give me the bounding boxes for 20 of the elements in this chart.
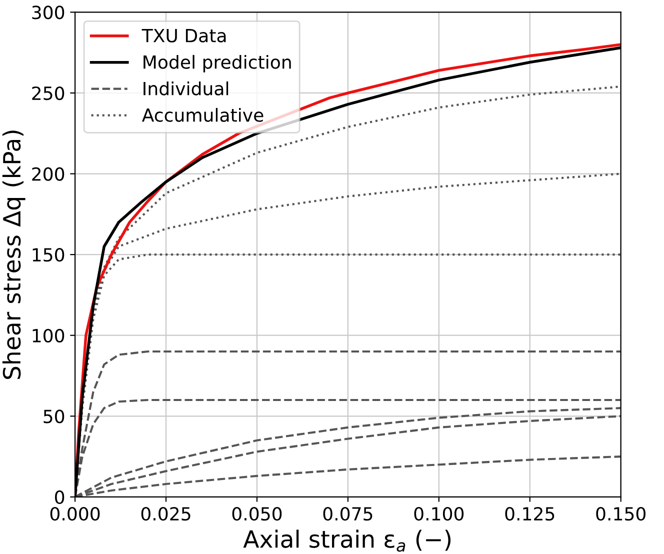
y-tick-label: 150 [32,248,64,262]
x-tick-label: 0.125 [505,506,554,521]
y-tick-label: 300 [32,6,64,20]
legend-label: Accumulative [142,108,264,122]
legend-label: Model prediction [144,54,291,72]
x-tick-label: 0.075 [323,506,372,521]
y-tick-label: 200 [32,167,64,181]
y-tick-label: 100 [32,328,64,342]
x-axis-title: Axial strain ε$_{a}$ (−) [243,530,451,552]
x-tick-label: 0.150 [596,506,646,521]
y-tick-label: 0 [55,490,64,504]
x-tick-label: 0.100 [414,506,464,521]
x-tick-label: 0.050 [232,506,282,521]
y-tick-label: 50 [44,410,64,424]
y-axis-title: Shear stress Δq (kPa) [2,130,26,379]
legend-label: TXU Data [142,28,226,42]
x-tick-label: 0.025 [141,506,190,521]
y-tick-label: 250 [32,86,64,100]
x-tick-label: 0.000 [50,506,100,521]
legend-label: Individual [144,81,228,96]
